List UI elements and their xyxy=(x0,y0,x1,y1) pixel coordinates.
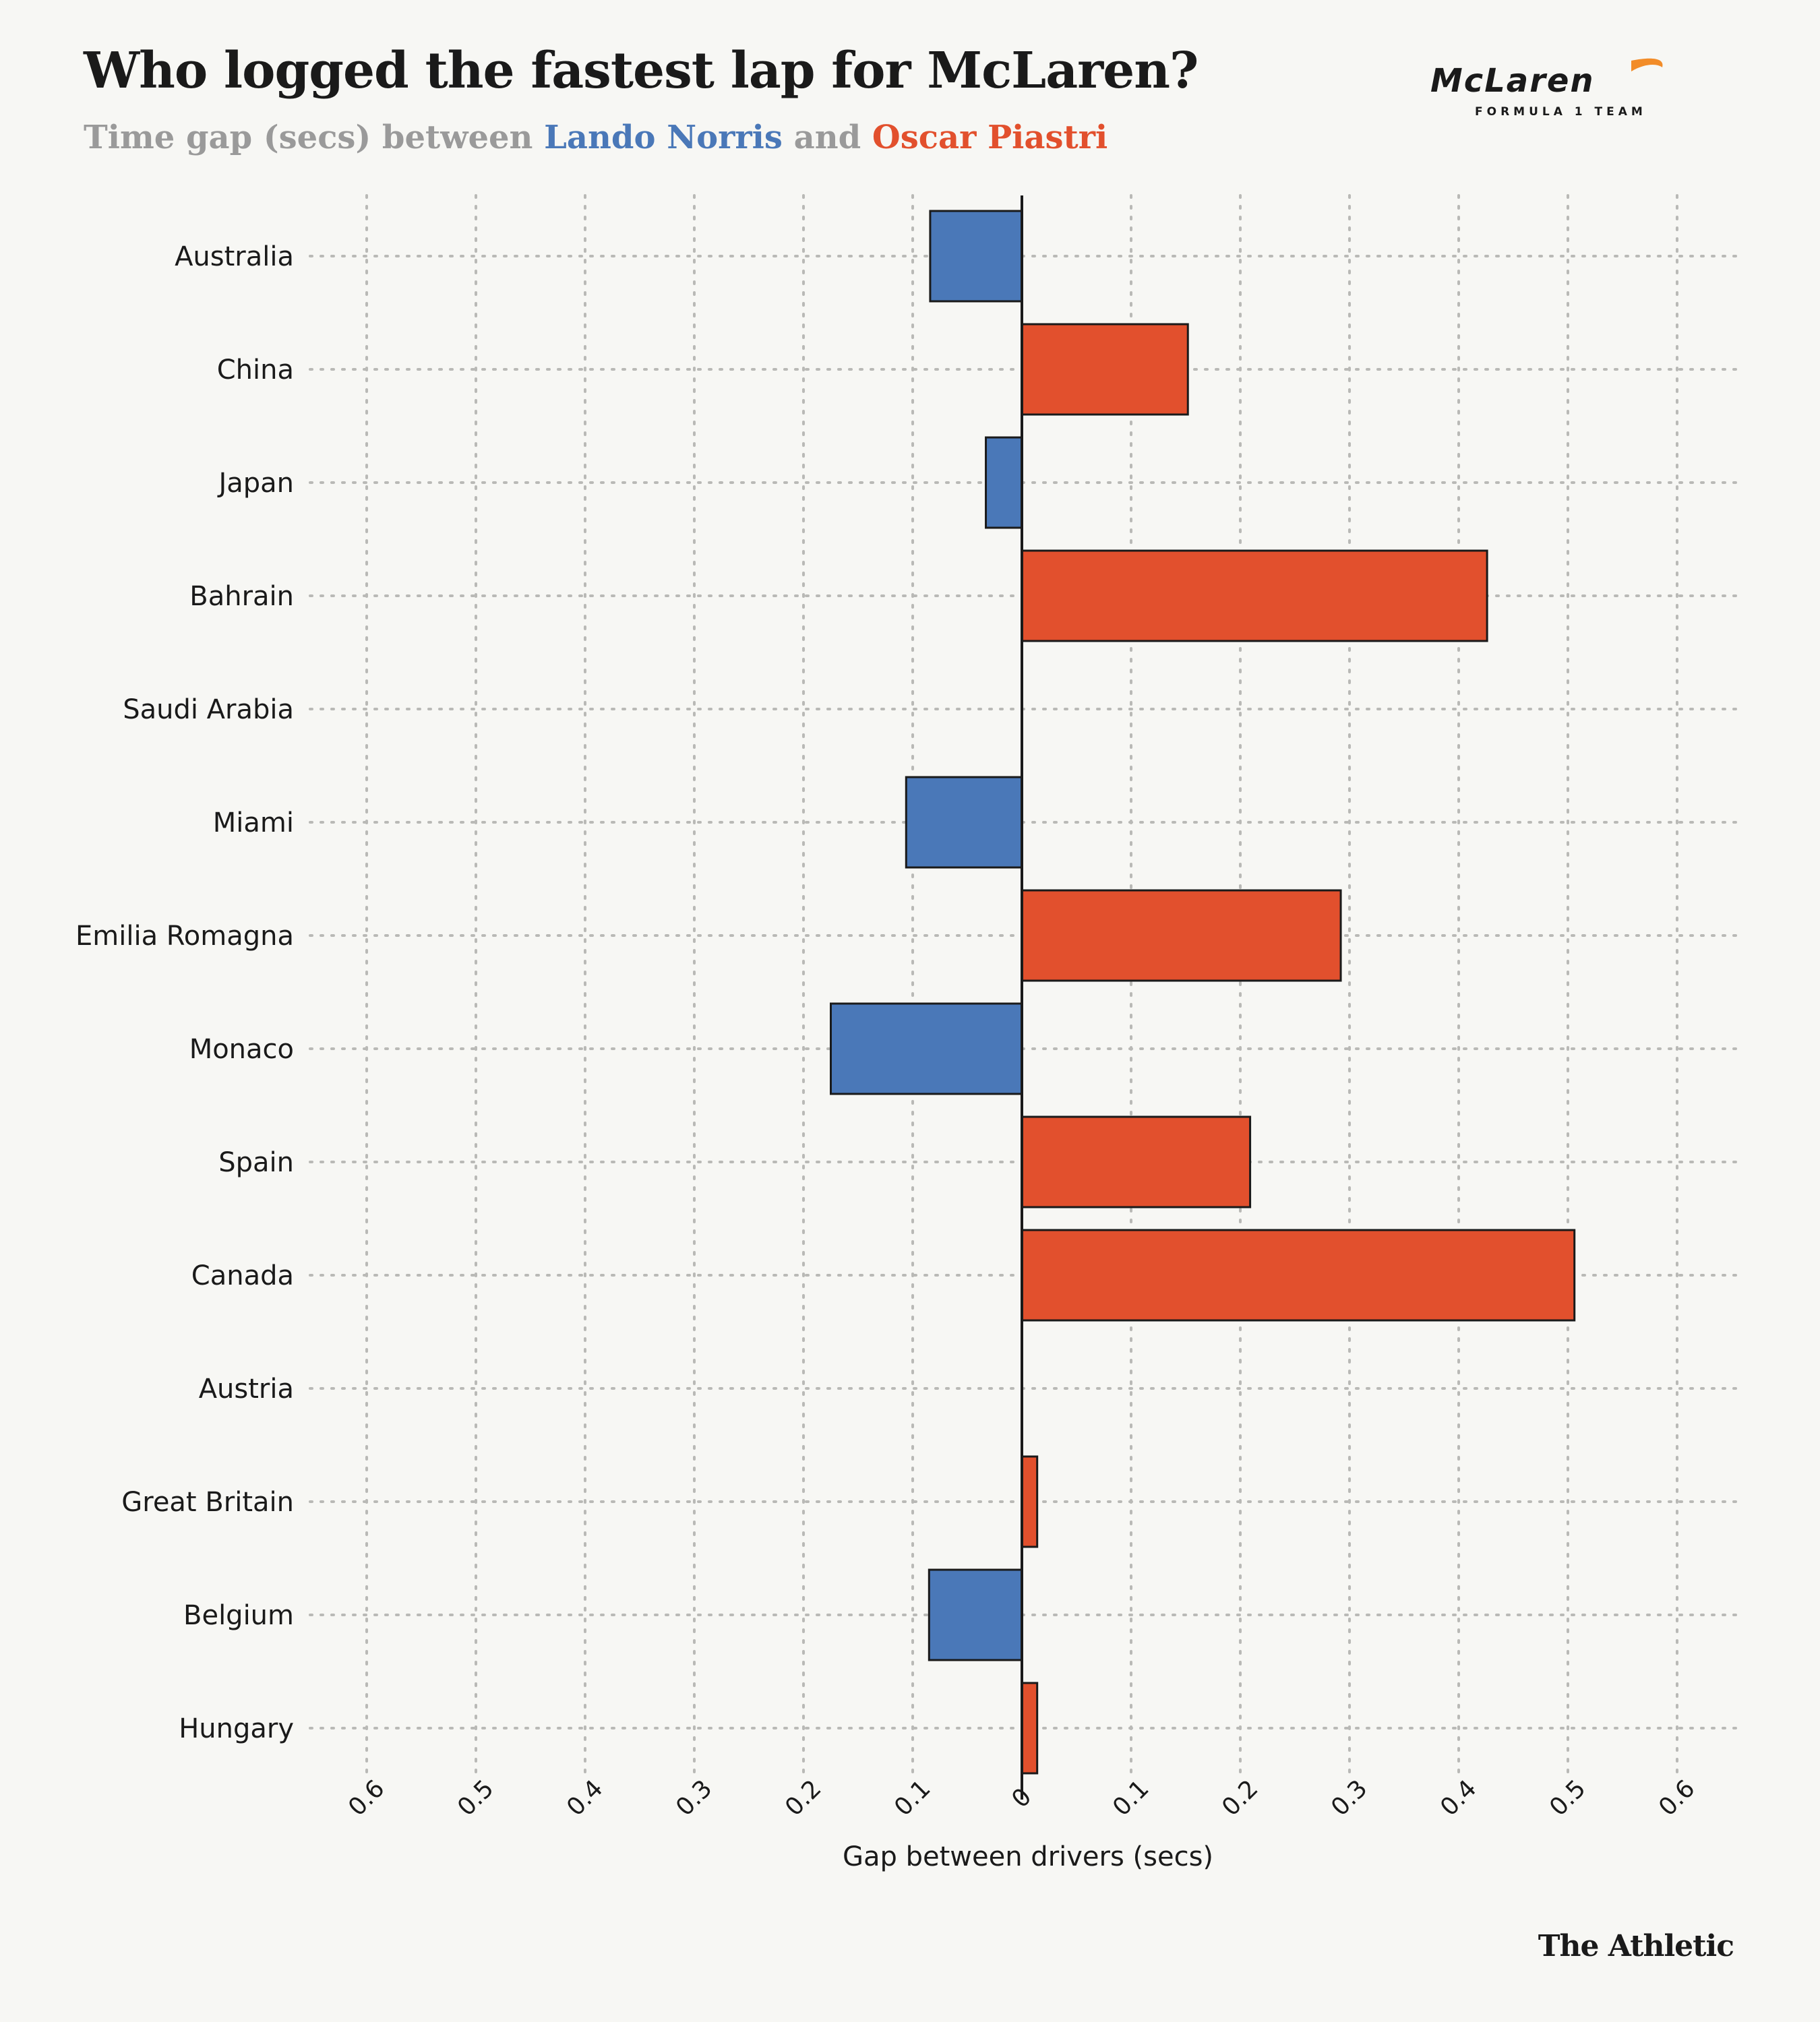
x-tick-label: 0.3 xyxy=(1326,1775,1372,1821)
category-label: Japan xyxy=(216,468,294,499)
category-label: Monaco xyxy=(189,1034,294,1065)
bar-piastri xyxy=(1021,323,1189,416)
category-label: Great Britain xyxy=(121,1487,294,1518)
category-label: Hungary xyxy=(179,1713,294,1744)
bar-norris xyxy=(929,210,1023,303)
x-tick-label: 0.3 xyxy=(671,1775,717,1821)
subtitle-prefix: Time gap (secs) between xyxy=(84,119,545,156)
bar-norris xyxy=(830,1002,1023,1095)
bar-piastri xyxy=(1021,1115,1252,1208)
mclaren-logo-subtitle: FORMULA 1 TEAM xyxy=(1475,105,1647,119)
x-tick-label: 0.2 xyxy=(1217,1775,1263,1821)
category-label: Miami xyxy=(213,807,294,838)
bar-norris xyxy=(905,776,1023,869)
source-credit: The Athletic xyxy=(1538,1929,1734,1963)
category-label: Emilia Romagna xyxy=(75,921,294,952)
mclaren-logo: McLaren xyxy=(1430,62,1595,100)
x-tick-label: 0.4 xyxy=(562,1775,608,1821)
bar-norris xyxy=(985,436,1023,529)
x-tick-label: 0.1 xyxy=(889,1775,936,1821)
x-tick-label: 0.5 xyxy=(1544,1775,1591,1821)
category-label: Saudi Arabia xyxy=(123,694,294,725)
category-label: Canada xyxy=(191,1260,294,1291)
category-label: China xyxy=(217,355,294,386)
category-label: Australia xyxy=(175,241,294,272)
bar-piastri xyxy=(1021,549,1488,642)
legend-norris: Lando Norris xyxy=(544,119,783,156)
x-tick-label: 0.1 xyxy=(1108,1775,1154,1821)
x-tick-label: 0.5 xyxy=(452,1775,499,1821)
category-label: Spain xyxy=(218,1147,294,1178)
x-axis-label: Gap between drivers (secs) xyxy=(843,1841,1214,1872)
bar-piastri xyxy=(1021,889,1342,982)
x-tick-label: 0.6 xyxy=(1654,1775,1700,1821)
x-tick-label: 0.4 xyxy=(1435,1775,1482,1821)
category-label: Austria xyxy=(199,1374,294,1405)
category-label: Bahrain xyxy=(189,581,294,612)
chart-title: Who logged the fastest lap for McLaren? xyxy=(84,42,1199,100)
subtitle-mid: and xyxy=(782,119,872,156)
mclaren-speedmark-icon xyxy=(1631,58,1663,71)
x-tick-label: 0.6 xyxy=(343,1775,390,1821)
x-tick-label: 0.2 xyxy=(780,1775,826,1821)
bar-piastri xyxy=(1021,1455,1039,1548)
bar-piastri xyxy=(1021,1682,1039,1775)
bar-piastri xyxy=(1021,1229,1576,1322)
category-label: Belgium xyxy=(183,1600,294,1631)
chart-subtitle: Time gap (secs) between Lando Norris and… xyxy=(84,119,1108,156)
x-tick-label: 0 xyxy=(1006,1783,1037,1813)
bar-norris xyxy=(928,1568,1023,1661)
legend-piastri: Oscar Piastri xyxy=(872,119,1108,156)
